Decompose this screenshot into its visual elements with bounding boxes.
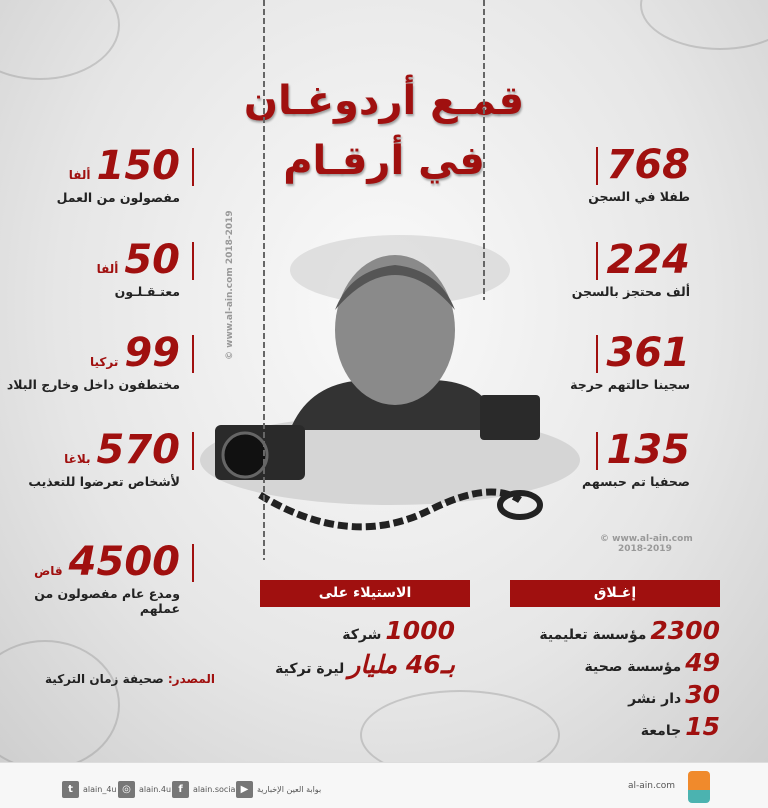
hair bbox=[335, 265, 455, 310]
facebook-icon: f bbox=[172, 781, 189, 798]
divider bbox=[596, 147, 598, 185]
barbed-wire bbox=[483, 0, 485, 300]
divider bbox=[192, 432, 194, 470]
site-link[interactable]: al-ain.com bbox=[628, 781, 676, 791]
stat-journalists: 135 صحفيا تم حبسهم bbox=[582, 427, 690, 489]
video-camera-icon bbox=[480, 395, 540, 440]
closure-item: 2300مؤسسة تعليمية bbox=[539, 616, 720, 645]
closure-item: 30دار نشر bbox=[628, 680, 720, 709]
stat-arrested: 50ألفا معتـقـلـون bbox=[96, 237, 180, 299]
face bbox=[335, 255, 455, 405]
crack-decoration bbox=[360, 690, 560, 762]
stat-torture: 570بلاغا لأشخاص تعرضوا للتعذيب bbox=[28, 427, 180, 489]
barbed-wire bbox=[263, 0, 265, 560]
footer: t alain_4u ◎ alain.4u f alain.social ▶ بوابة… bbox=[0, 762, 768, 808]
divider bbox=[192, 544, 194, 582]
divider bbox=[596, 432, 598, 470]
youtube-link[interactable]: ▶ بوابة العين الإخبارية bbox=[236, 781, 321, 798]
stat-abducted: 99تركيا مختطفون داخل وخارج البلاد bbox=[6, 330, 180, 392]
stat-judges: 4500قاض ومدع عام مفصولون من عملهم bbox=[34, 539, 180, 616]
divider bbox=[596, 335, 598, 373]
stat-critical: 361 سجينا حالتهم حرجة bbox=[570, 330, 690, 392]
handcuff-icon bbox=[497, 490, 543, 520]
crack-decoration bbox=[0, 0, 120, 80]
erdogan-illustration bbox=[200, 235, 580, 531]
title-line1: قمـع أردوغـان bbox=[243, 78, 525, 124]
source: المصدر: صحيفة زمان التركية bbox=[45, 672, 215, 686]
stat-children: 768 طفلا في السجن bbox=[588, 142, 690, 204]
seizure-item: بـ46 مليارليرة تركية bbox=[275, 650, 455, 679]
crack-decoration bbox=[0, 640, 120, 762]
facebook-link[interactable]: f alain.social bbox=[172, 781, 238, 798]
youtube-icon: ▶ bbox=[236, 781, 253, 798]
divider bbox=[192, 335, 194, 373]
divider bbox=[596, 242, 598, 280]
chain-icon bbox=[258, 488, 522, 531]
watermark: © www.al-ain.com 2018-2019 bbox=[600, 534, 693, 554]
closure-header: إغـلاق bbox=[510, 580, 720, 607]
al-ain-logo bbox=[688, 771, 710, 803]
instagram-link[interactable]: ◎ alain.4u bbox=[118, 781, 171, 798]
stat-detainees: 224 ألف محتجز بالسجن bbox=[571, 237, 690, 299]
seizure-header: الاستيلاء على bbox=[260, 580, 470, 607]
closure-item: 49مؤسسة صحية bbox=[584, 648, 720, 677]
title-line2: في أرقـام bbox=[283, 138, 485, 184]
watermark: © www.al-ain.com 2018-2019 bbox=[225, 210, 235, 360]
divider bbox=[192, 148, 194, 186]
twitter-link[interactable]: t alain_4u bbox=[62, 781, 116, 798]
seizure-item: 1000شركة bbox=[342, 616, 455, 645]
infographic: قمـع أردوغـان في أرقـام © www.al-ain.com… bbox=[0, 0, 768, 762]
twitter-icon: t bbox=[62, 781, 79, 798]
instagram-icon: ◎ bbox=[118, 781, 135, 798]
closure-item: 15جامعة bbox=[640, 712, 720, 741]
crack-decoration bbox=[640, 0, 768, 50]
divider bbox=[192, 242, 194, 280]
stat-dismissed: 150ألفا مفصولون من العمل bbox=[56, 143, 180, 205]
